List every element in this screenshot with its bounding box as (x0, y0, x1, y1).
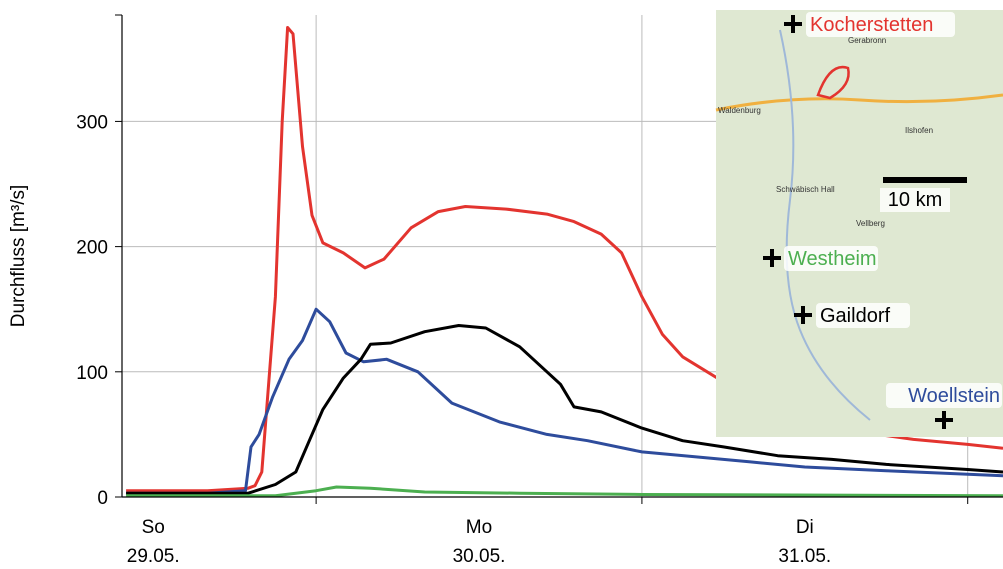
station-label: Woellstein (908, 385, 1000, 407)
y-tick-label: 300 (76, 112, 108, 133)
station-label: Kocherstetten (810, 14, 933, 36)
y-axis-label: Durchfluss [m³/s] (8, 185, 29, 328)
station-label: Gaildorf (820, 305, 890, 327)
x-tick-sublabel: 31.05. (778, 546, 831, 567)
x-tick-label: So (142, 517, 165, 538)
map-inset: 10 km Gerabronn Ilshofen Waldenburg Schw… (716, 10, 1003, 437)
y-tick-label: 0 (97, 488, 108, 509)
chart: Durchfluss [m³/s] 10 km Gerabronn Ilshof… (0, 0, 1003, 569)
place: Gerabronn (848, 36, 886, 45)
scale-label: 10 km (888, 189, 942, 211)
x-tick-sublabel: 30.05. (453, 546, 506, 567)
place: Vellberg (856, 219, 885, 228)
place: Waldenburg (718, 106, 761, 115)
x-tick-label: Di (796, 517, 814, 538)
station-label: Westheim (788, 248, 877, 270)
place: Schwäbisch Hall (776, 185, 835, 194)
place: Ilshofen (905, 126, 933, 135)
x-tick-sublabel: 29.05. (127, 546, 180, 567)
x-tick-label: Mo (466, 517, 492, 538)
y-tick-label: 200 (76, 238, 108, 259)
y-tick-label: 100 (76, 363, 108, 384)
